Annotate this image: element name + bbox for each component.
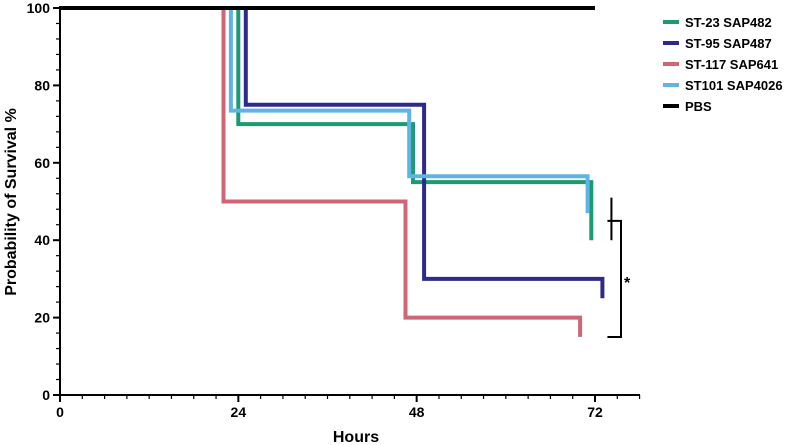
series-lines <box>60 6 605 337</box>
y-tick-label: 80 <box>34 77 50 93</box>
axes: 0 20 40 60 80 100 0 24 48 72 <box>27 0 641 420</box>
y-tick-label: 20 <box>34 310 50 326</box>
legend: ST-23 SAP482 ST-95 SAP487 ST-117 SAP641 ST1… <box>663 15 783 114</box>
series-line-2 <box>60 6 605 299</box>
y-tick-label: 40 <box>34 232 50 248</box>
series-line-1 <box>60 6 594 241</box>
series-line-3 <box>60 6 583 337</box>
y-tick-label: 100 <box>27 0 51 16</box>
legend-label: ST101 SAP4026 <box>685 78 783 93</box>
legend-label: ST-95 SAP487 <box>685 36 772 51</box>
significance-bracket-right <box>607 219 622 338</box>
x-axis-title: Hours <box>333 429 379 445</box>
x-tick-label: 48 <box>409 404 425 420</box>
significance-star: * <box>624 275 631 292</box>
x-tick-label: 0 <box>56 404 64 420</box>
y-axis-title: Probability of Survival % <box>3 108 20 296</box>
x-tick-label: 72 <box>587 404 603 420</box>
y-tick-label: 0 <box>42 387 50 403</box>
legend-label: PBS <box>685 99 712 114</box>
legend-label: ST-23 SAP482 <box>685 15 772 30</box>
significance-bracket <box>607 197 622 338</box>
y-tick-label: 60 <box>34 155 50 171</box>
legend-label: ST-117 SAP641 <box>685 57 778 72</box>
x-tick-label: 24 <box>231 404 247 420</box>
